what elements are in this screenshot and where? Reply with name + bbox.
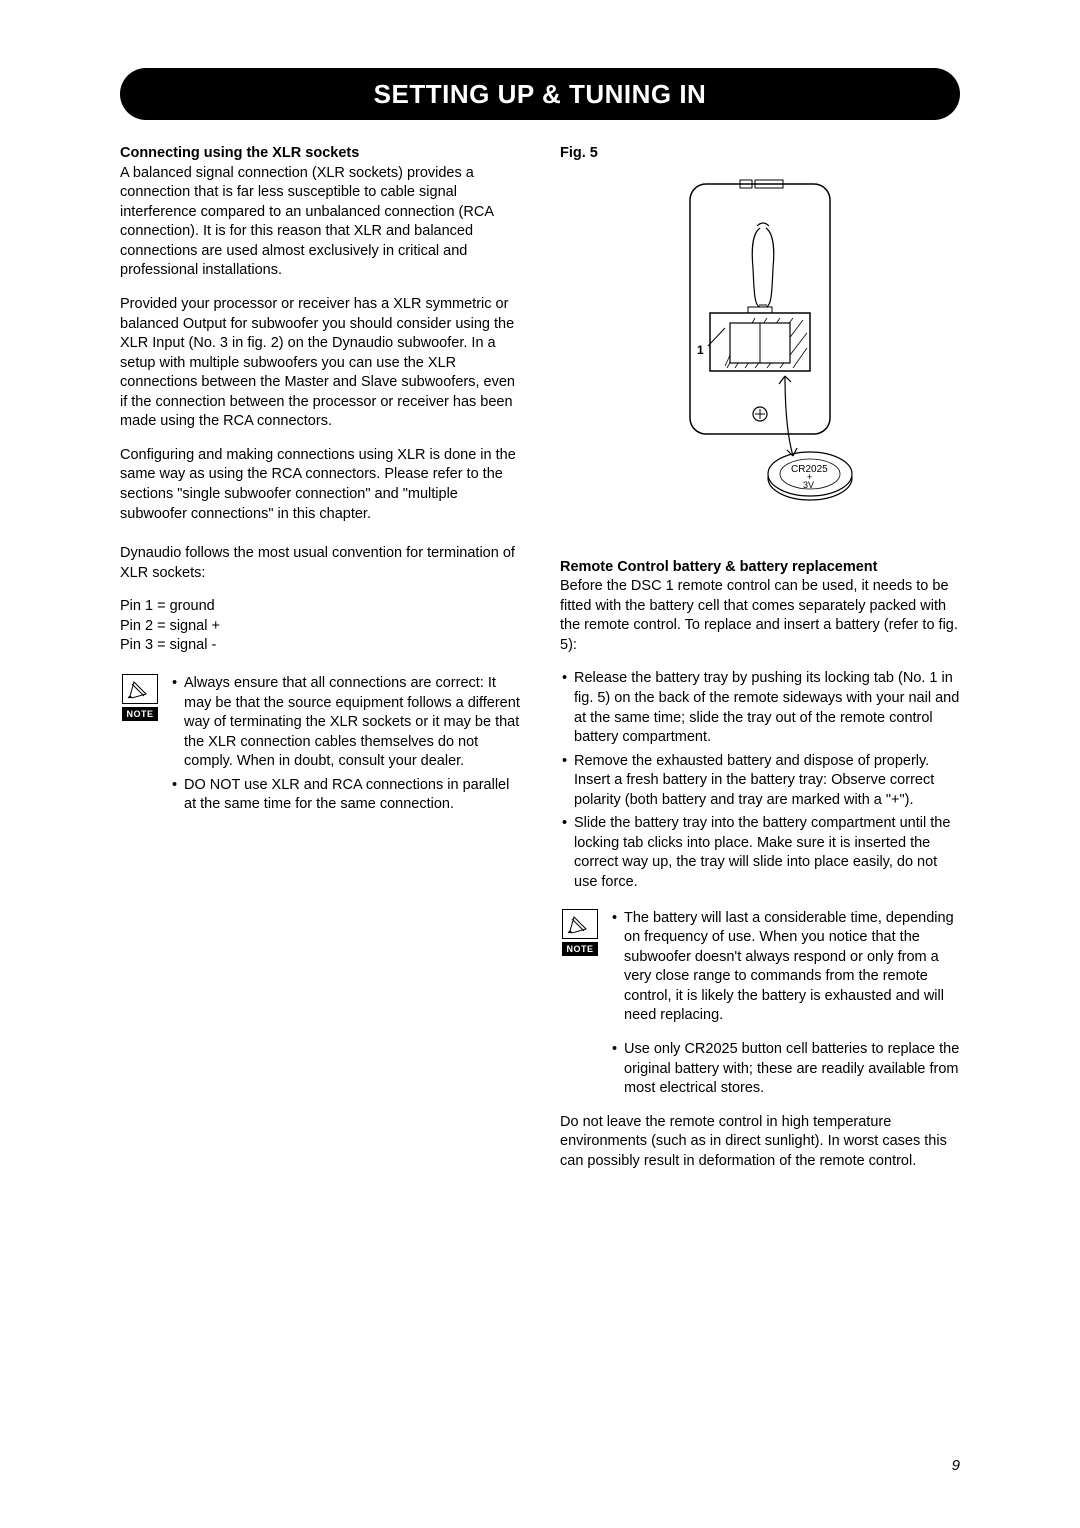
right-column: Fig. 5 (560, 144, 960, 1185)
right-note-bullet-2: Use only CR2025 button cell batteries to… (610, 1040, 960, 1099)
figure-5: 1 CR2025 + 3V (560, 178, 960, 518)
right-heading: Remote Control battery & battery replace… (560, 559, 877, 575)
left-column: Connecting using the XLR sockets A balan… (120, 144, 520, 1185)
right-note-text: The battery will last a considerable tim… (610, 909, 960, 1113)
left-p1: A balanced signal connection (XLR socket… (120, 165, 493, 279)
note-label: NOTE (562, 942, 598, 956)
left-heading: Connecting using the XLR sockets (120, 145, 359, 161)
right-p1: Before the DSC 1 remote control can be u… (560, 578, 958, 653)
battery-step-1: Release the battery tray by pushing its … (560, 669, 960, 747)
left-note-text: Always ensure that all connections are c… (170, 674, 520, 829)
note-icon: NOTE (120, 674, 160, 721)
left-note-bullet-1: Always ensure that all connections are c… (170, 674, 520, 772)
right-note-block: NOTE The battery will last a considerabl… (560, 909, 960, 1113)
content-columns: Connecting using the XLR sockets A balan… (120, 144, 960, 1185)
pin2: Pin 2 = signal + (120, 617, 520, 637)
pin-list: Pin 1 = ground Pin 2 = signal + Pin 3 = … (120, 597, 520, 656)
note-icon: NOTE (560, 909, 600, 956)
figure-label: Fig. 5 (560, 144, 960, 164)
left-p3: Configuring and making connections using… (120, 446, 520, 524)
note-pencil-icon (122, 674, 158, 704)
section-title: SETTING UP & TUNING IN (374, 79, 707, 110)
left-p2: Provided your processor or receiver has … (120, 295, 520, 432)
right-note-bullet-1: The battery will last a considerable tim… (610, 909, 960, 1026)
pin1: Pin 1 = ground (120, 597, 520, 617)
battery-step-3: Slide the battery tray into the battery … (560, 814, 960, 892)
battery-steps: Release the battery tray by pushing its … (560, 669, 960, 892)
pin3: Pin 3 = signal - (120, 636, 520, 656)
note-label: NOTE (122, 707, 158, 721)
right-p2: Do not leave the remote control in high … (560, 1113, 960, 1172)
left-p4: Dynaudio follows the most usual conventi… (120, 544, 520, 583)
section-title-bar: SETTING UP & TUNING IN (120, 68, 960, 120)
battery-text-3: 3V (803, 480, 814, 490)
page-number: 9 (952, 1457, 960, 1474)
left-note-bullet-2: DO NOT use XLR and RCA connections in pa… (170, 776, 520, 815)
note-pencil-icon (562, 909, 598, 939)
battery-step-2: Remove the exhausted battery and dispose… (560, 752, 960, 811)
svg-text:1: 1 (697, 343, 704, 357)
remote-diagram: 1 CR2025 + 3V (635, 178, 885, 518)
left-note-block: NOTE Always ensure that all connections … (120, 674, 520, 829)
